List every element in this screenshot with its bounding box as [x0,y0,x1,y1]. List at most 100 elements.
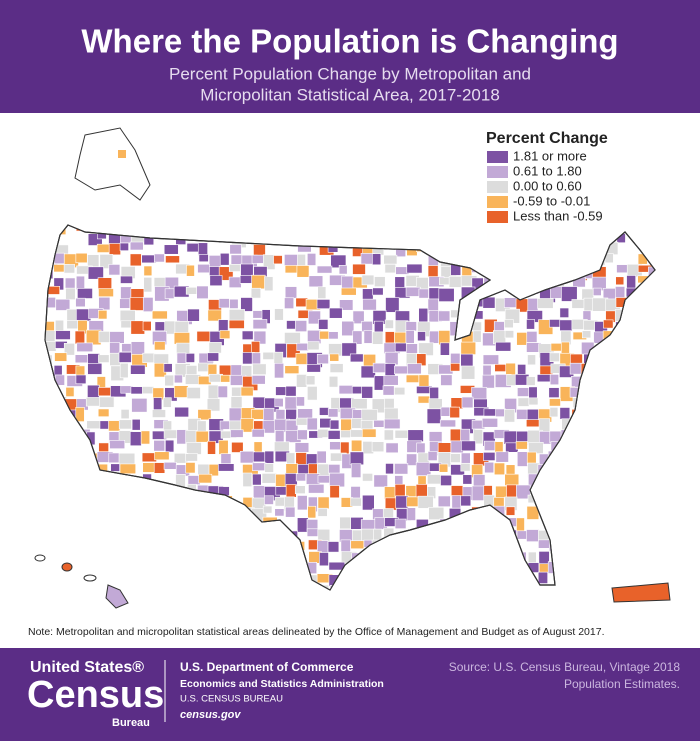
legend-swatch [487,151,508,163]
area-cell [53,396,67,406]
area-cell [109,529,123,539]
area-cell [319,407,330,416]
area-cell [405,231,420,247]
area-cell [583,461,597,474]
area-cell [604,225,619,233]
area-cell [462,519,479,532]
area-cell [197,264,210,274]
area-cell [569,362,583,375]
area-cell [99,396,115,408]
area-cell [207,583,222,590]
area-cell [626,431,641,444]
area-cell [338,265,348,275]
area-cell [559,266,570,275]
website[interactable]: census.gov [180,709,241,721]
area-cell [329,307,343,319]
area-cell [581,550,596,565]
area-cell [504,562,519,579]
area-cell [538,551,550,565]
area-cell [118,419,132,430]
area-cell [616,354,626,366]
legend-label: -0.59 to -0.01 [513,193,590,208]
area-cell [329,485,340,499]
area-cell [98,442,109,454]
area-cell [175,232,187,245]
department: U.S. Department of Commerce [180,660,354,674]
area-cell [547,450,564,462]
area-cell [185,453,198,462]
area-cell [120,286,132,301]
area-cell [207,363,218,376]
area-cell [131,495,144,507]
logo-text: United States® [30,659,144,676]
area-cell [550,528,559,540]
area-cell [151,310,168,320]
area-cell [637,507,653,516]
area-cell [152,551,167,560]
area-cell [625,517,636,527]
area-cell [527,595,539,607]
area-cell [86,518,97,530]
area-cell [264,450,275,464]
area-cell [274,308,284,321]
area-cell [207,309,222,322]
area-cell [636,329,652,345]
area-cell [185,462,196,474]
area-cell [275,409,286,420]
area-cell [119,463,137,475]
area-cell [285,585,297,590]
area-cell [339,299,354,311]
area-cell [152,409,166,418]
area-cell [74,462,87,473]
area-cell [198,585,214,590]
area-cell [296,374,308,388]
area-cell [273,255,283,265]
area-cell [527,354,536,366]
area-cell [450,309,464,319]
area-cell [493,254,508,269]
area-cell [559,319,573,331]
area-cell [153,253,165,263]
area-cell [341,342,357,357]
legend-swatch [487,166,508,178]
area-cell [229,539,242,552]
area-cell [231,441,244,453]
area-cell [483,583,497,590]
area-cell [297,517,309,533]
area-cell [483,596,496,604]
area-cell [638,440,648,449]
area-cell [649,573,655,583]
area-cell [538,275,554,289]
area-cell [141,550,151,558]
area-cell [228,276,242,288]
area-cell [87,233,103,246]
area-cell [118,562,129,572]
area-cell [87,266,104,280]
area-cell [517,265,530,277]
area-cell [129,297,145,311]
area-cell [581,519,596,530]
area-cell [374,276,386,287]
area-cell [306,417,318,431]
area-cell [65,541,82,550]
area-cell [439,419,456,428]
area-cell [77,288,93,299]
area-cell [261,550,273,559]
area-cell [262,528,275,540]
area-cell [427,541,440,554]
area-cell [648,420,655,430]
area-cell [53,418,70,427]
area-cell [164,288,175,299]
area-cell [593,595,605,609]
area-cell [603,385,618,397]
area-cell [363,596,376,607]
area-cell [659,233,668,245]
area-cell [635,385,650,397]
area-cell [471,387,488,401]
area-cell [297,429,308,440]
area-cell [119,298,131,309]
area-cell [603,375,613,385]
area-cell [592,440,602,454]
area-cell [165,551,181,565]
area-cell [548,387,560,398]
